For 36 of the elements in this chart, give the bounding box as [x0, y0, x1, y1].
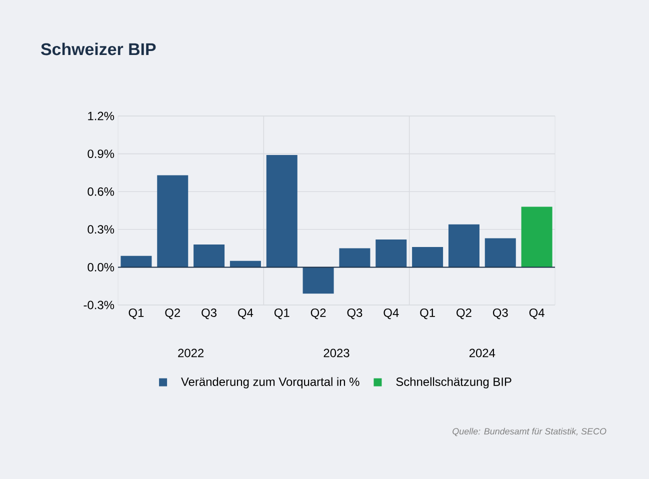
x-tick-label: Q3: [492, 308, 508, 320]
y-tick-label: 0.0%: [88, 262, 114, 272]
legend-label: Veränderung zum Vorquartal in %: [181, 377, 360, 388]
bar: [266, 155, 298, 268]
source-note: Quelle: Bundesamt für Statistik, SECO: [452, 428, 606, 436]
x-tick-label: Q1: [420, 308, 435, 320]
text: 2022: [178, 348, 204, 358]
bar: [120, 256, 152, 268]
y-tick-label: 0.9%: [88, 150, 114, 158]
text: 2024: [469, 348, 496, 358]
x-tick-label: Q4: [384, 308, 399, 320]
bar: [302, 267, 334, 294]
y-tick-label: 0.3%: [88, 225, 114, 234]
x-tick-label: Q3: [347, 308, 362, 320]
bar: [194, 244, 225, 268]
x-tick-label: Q1: [128, 308, 144, 320]
bar: [448, 224, 480, 268]
x-tick-label: Q2: [165, 308, 180, 320]
x-tick-label: Q2: [310, 308, 326, 320]
bar: [339, 248, 370, 268]
bar: [157, 175, 188, 268]
x-tick-label: Q4: [529, 308, 544, 320]
bar: [484, 238, 516, 268]
x-tick-label: Q2: [456, 308, 472, 320]
x-tick-label: Q4: [238, 308, 254, 320]
x-tick-label: Q3: [202, 308, 216, 320]
x-tick-label: Q1: [274, 308, 290, 320]
y-tick-label: -0.3%: [84, 300, 114, 310]
y-tick-label: 0.6%: [88, 187, 114, 196]
bar: [412, 247, 444, 268]
chart-title: Schweizer BIP: [41, 42, 156, 56]
text: 2023: [324, 348, 350, 358]
legend-label: Schnellschätzung BIP: [396, 377, 512, 388]
bar: [521, 206, 552, 268]
bar: [376, 239, 407, 268]
y-tick-label: 1.2%: [88, 112, 114, 120]
